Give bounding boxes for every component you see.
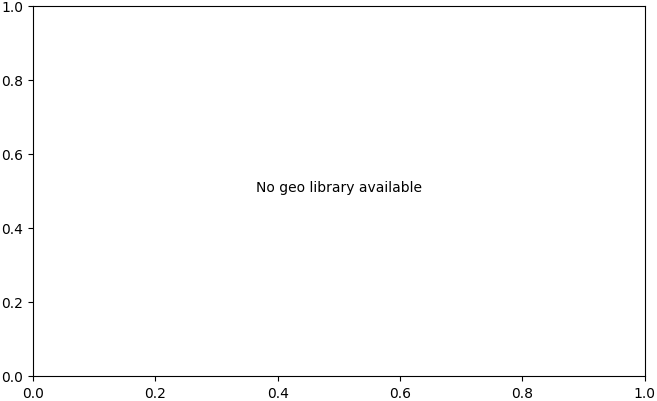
Text: No geo library available: No geo library available: [256, 180, 422, 194]
